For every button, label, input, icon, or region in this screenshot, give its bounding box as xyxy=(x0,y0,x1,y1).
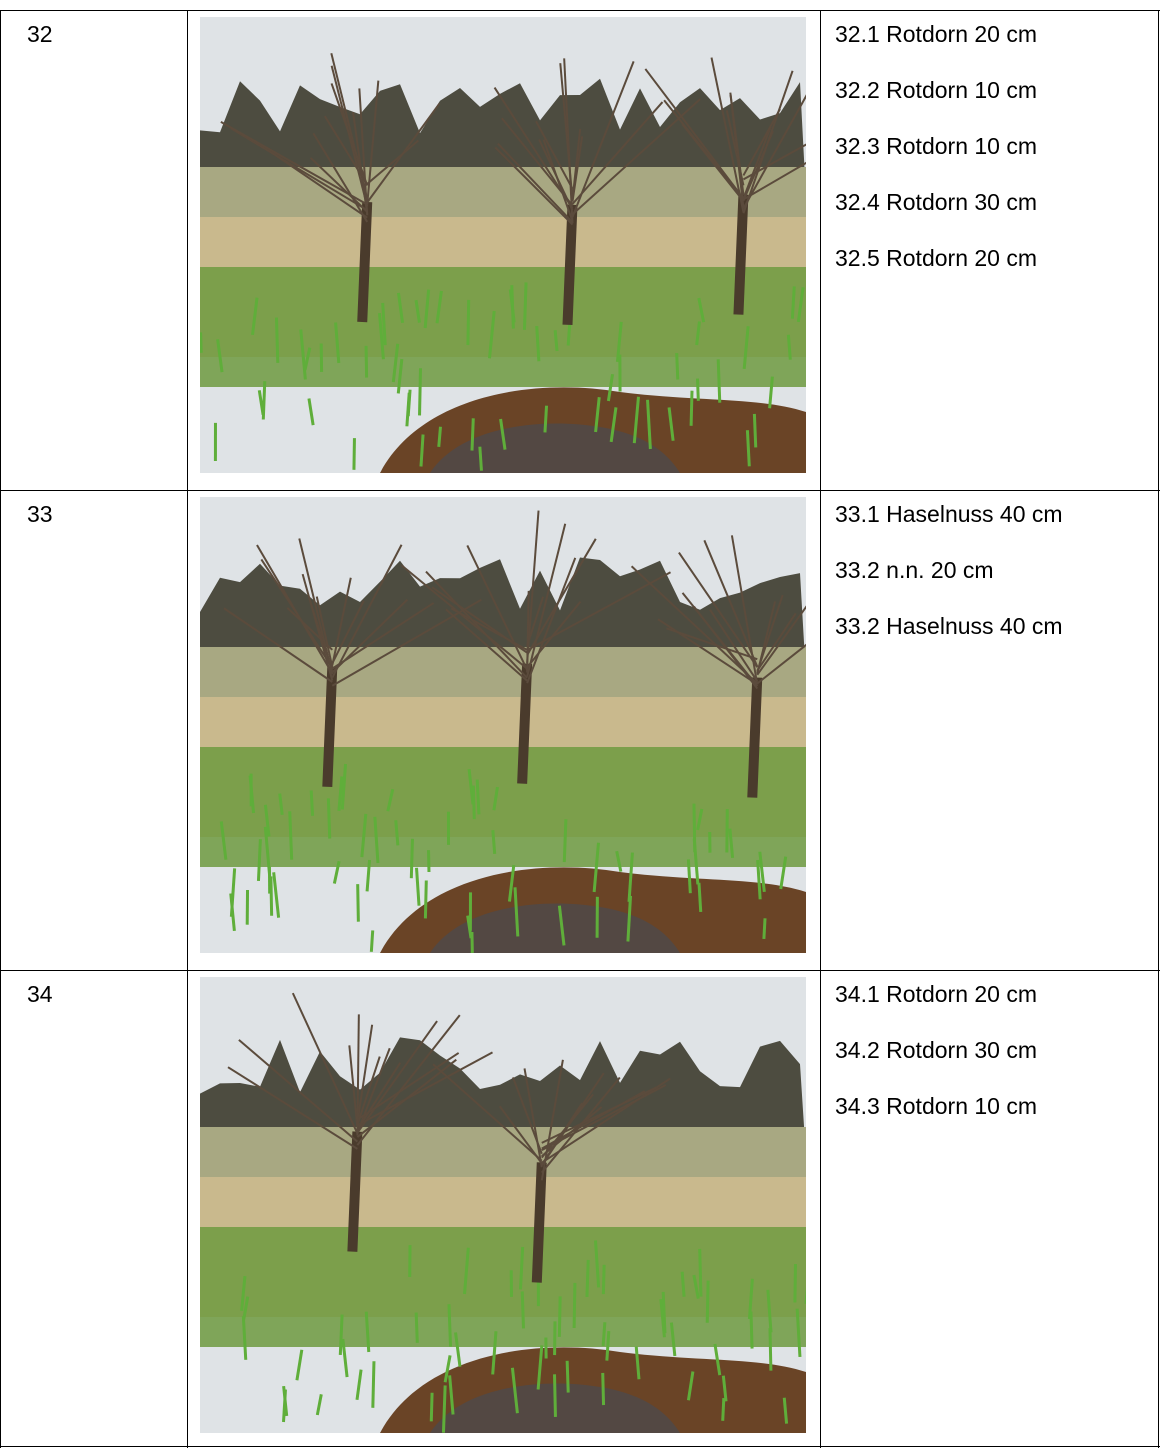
row-border xyxy=(0,970,1160,971)
plant-item: 33.2 Haselnuss 40 cm xyxy=(835,613,1063,639)
column-border xyxy=(187,10,188,1448)
plant-item: 32.2 Rotdorn 10 cm xyxy=(835,77,1038,103)
plant-item: 32.1 Rotdorn 20 cm xyxy=(835,21,1038,47)
photo xyxy=(200,497,806,953)
column-border xyxy=(1158,10,1159,1448)
row-number: 33 xyxy=(27,501,53,527)
row-border xyxy=(0,490,1160,491)
plant-item: 32.4 Rotdorn 30 cm xyxy=(835,189,1038,215)
plant-item: 33.2 n.n. 20 cm xyxy=(835,557,994,583)
plant-item: 32.3 Rotdorn 10 cm xyxy=(835,133,1038,159)
plant-item: 32.5 Rotdorn 20 cm xyxy=(835,245,1038,271)
row-border xyxy=(0,1446,1160,1447)
column-border xyxy=(820,10,821,1448)
plant-item: 34.2 Rotdorn 30 cm xyxy=(835,1037,1038,1063)
plant-item: 33.1 Haselnuss 40 cm xyxy=(835,501,1063,527)
plant-item: 34.3 Rotdorn 10 cm xyxy=(835,1093,1038,1119)
column-border xyxy=(0,10,1,1448)
row-border xyxy=(0,10,1160,11)
row-number: 32 xyxy=(27,21,53,47)
photo xyxy=(200,977,806,1433)
plant-item: 34.1 Rotdorn 20 cm xyxy=(835,981,1038,1007)
row-number: 34 xyxy=(27,981,53,1007)
photo xyxy=(200,17,806,473)
